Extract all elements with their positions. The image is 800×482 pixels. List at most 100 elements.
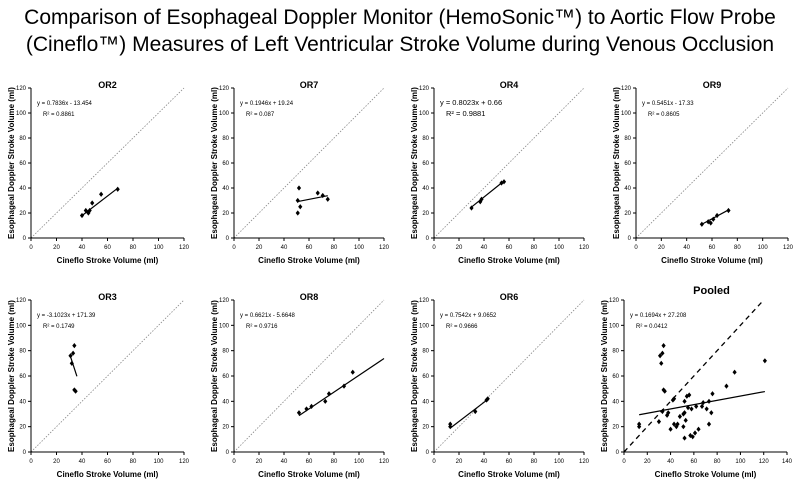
chart-panel-or6: 0 20 40 60 80 100 120 0 20 40 60 80 100 120 OR6 y = 0.7… xyxy=(410,292,590,479)
x-tick-label: 40 xyxy=(281,459,288,465)
x-tick-label: 120 xyxy=(579,459,590,465)
y-tick-label: 80 xyxy=(19,136,26,142)
y-axis-label: Esophageal Doppler Stroke Volume (ml) xyxy=(410,300,419,452)
data-point xyxy=(637,421,642,427)
x-tick-label: 60 xyxy=(104,245,111,251)
data-point xyxy=(726,207,731,214)
figure-title: Comparison of Esophageal Doppler Monitor… xyxy=(0,0,800,58)
r-squared-label: R² = 0.0412 xyxy=(636,324,668,330)
x-tick-label: 120 xyxy=(579,245,590,251)
x-tick-label: 100 xyxy=(735,459,746,465)
data-point xyxy=(708,220,713,226)
identity-line xyxy=(30,299,185,453)
y-tick-label: 20 xyxy=(422,211,429,217)
r-squared-label: R² = 0.9716 xyxy=(246,324,278,330)
data-point xyxy=(325,196,330,202)
y-tick-label: 80 xyxy=(222,136,229,142)
identity-line xyxy=(233,299,385,453)
y-tick-label: 100 xyxy=(419,323,430,329)
data-point xyxy=(469,205,474,211)
regression-equation: y = 0.6621x - 5.6648 xyxy=(240,313,296,319)
y-tick-label: 120 xyxy=(621,86,632,92)
data-point xyxy=(661,343,666,349)
data-point xyxy=(724,383,729,389)
x-axis-label: Cineflo Stroke Volume (ml) xyxy=(258,256,360,265)
data-point xyxy=(479,196,484,202)
y-tick-label: 20 xyxy=(19,211,26,217)
x-tick-label: 100 xyxy=(153,459,164,465)
x-tick-label: 80 xyxy=(130,459,137,465)
data-point xyxy=(83,207,88,214)
x-axis-label: Cineflo Stroke Volume (ml) xyxy=(258,470,360,479)
regression-equation: y = 0.7836x - 13.454 xyxy=(37,101,93,107)
panel-title: OR6 xyxy=(500,292,519,302)
data-point xyxy=(656,419,662,425)
data-point xyxy=(704,406,709,412)
trendline xyxy=(449,398,489,429)
panel-title: OR3 xyxy=(98,292,117,302)
y-tick-label: 100 xyxy=(16,323,27,329)
x-axis-label: Cineflo Stroke Volume (ml) xyxy=(57,470,159,479)
data-point xyxy=(309,403,314,409)
data-point xyxy=(699,403,705,409)
data-point xyxy=(670,397,675,403)
data-point xyxy=(709,410,714,416)
x-tick-label: 100 xyxy=(554,245,565,251)
x-tick-label: 60 xyxy=(506,245,513,251)
panel-title: OR8 xyxy=(300,292,319,302)
y-tick-label: 80 xyxy=(624,136,631,142)
data-point xyxy=(72,387,77,393)
x-axis-label: Cineflo Stroke Volume (ml) xyxy=(661,256,763,265)
y-tick-label: 60 xyxy=(624,161,631,167)
x-tick-label: 40 xyxy=(281,245,288,251)
y-tick-label: 0 xyxy=(23,450,27,456)
y-axis-label: Esophageal Doppler Stroke Volume (ml) xyxy=(7,87,16,239)
x-tick-label: 140 xyxy=(782,459,793,465)
x-tick-label: 20 xyxy=(256,459,263,465)
x-tick-label: 60 xyxy=(506,459,513,465)
data-point xyxy=(683,417,688,423)
data-point xyxy=(69,360,74,366)
y-tick-label: 60 xyxy=(422,161,429,167)
y-tick-label: 40 xyxy=(19,186,26,192)
data-point xyxy=(706,421,712,427)
x-tick-label: 20 xyxy=(53,245,60,251)
x-tick-label: 120 xyxy=(783,245,794,251)
y-tick-label: 20 xyxy=(222,425,229,431)
figure-title-line-1: Comparison of Esophageal Doppler Monitor… xyxy=(24,6,776,29)
data-point xyxy=(694,403,699,409)
x-tick-label: 0 xyxy=(432,459,436,465)
panel-title: OR2 xyxy=(98,80,117,90)
y-tick-label: 0 xyxy=(226,450,230,456)
data-point xyxy=(448,421,453,427)
data-point xyxy=(706,398,712,404)
data-point xyxy=(315,190,320,196)
y-tick-label: 40 xyxy=(222,399,229,405)
regression-equation: y = 0.5451x - 17.33 xyxy=(642,101,694,107)
y-axis-label: Esophageal Doppler Stroke Volume (ml) xyxy=(210,87,219,239)
data-point xyxy=(682,435,687,441)
y-tick-label: 20 xyxy=(422,425,429,431)
x-tick-label: 80 xyxy=(331,459,338,465)
y-tick-label: 20 xyxy=(222,211,229,217)
x-tick-label: 20 xyxy=(456,245,463,251)
data-point xyxy=(696,426,701,432)
y-tick-label: 100 xyxy=(419,111,430,117)
y-axis-label: Esophageal Doppler Stroke Volume (ml) xyxy=(7,300,16,452)
regression-equation: y = 0.1946x + 19.24 xyxy=(240,101,294,107)
x-tick-label: 0 xyxy=(232,459,236,465)
panel-title: OR4 xyxy=(500,80,519,90)
y-tick-label: 60 xyxy=(19,374,26,380)
data-point xyxy=(732,369,737,375)
data-point xyxy=(295,197,300,204)
chart-panel-or3: 0 20 40 60 80 100 120 0 20 40 60 80 100 120 OR3 y = -3.… xyxy=(7,292,190,479)
trendline xyxy=(81,187,119,217)
identity-line xyxy=(233,87,385,239)
x-tick-label: 0 xyxy=(29,459,33,465)
x-tick-label: 60 xyxy=(306,459,313,465)
data-point xyxy=(668,426,673,432)
data-point xyxy=(298,204,303,210)
data-point xyxy=(79,212,85,219)
trendline xyxy=(69,356,78,377)
x-tick-label: 40 xyxy=(683,245,690,251)
